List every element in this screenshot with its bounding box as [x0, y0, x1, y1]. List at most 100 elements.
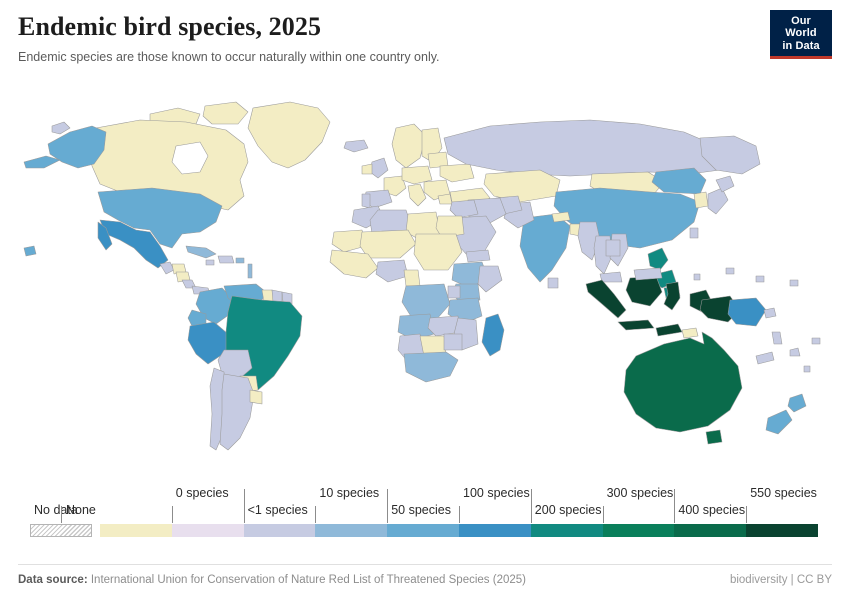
country-alaska[interactable] [47, 125, 107, 169]
country-uruguay[interactable] [249, 389, 263, 405]
footer-license[interactable]: biodiversity | CC BY [729, 574, 832, 586]
country-greece[interactable] [437, 193, 453, 205]
country-kazakhstan[interactable] [483, 169, 561, 203]
country-west-africa-coast[interactable] [329, 249, 379, 279]
country-china[interactable] [553, 187, 701, 249]
legend-tick-6 [530, 489, 532, 523]
country-micronesia-1[interactable] [725, 267, 735, 275]
country-yemen[interactable] [465, 249, 491, 263]
legend-no-data-tick [61, 506, 62, 523]
country-russia-east[interactable] [699, 135, 761, 175]
country-palau[interactable] [693, 273, 701, 281]
legend-swatch-7[interactable] [602, 524, 675, 537]
country-indonesia-sumatra[interactable] [585, 279, 627, 319]
country-japan-north[interactable] [715, 175, 735, 193]
country-indonesia-sunda[interactable] [655, 323, 683, 337]
country-timor[interactable] [681, 327, 699, 339]
country-cambodia-laos[interactable] [605, 239, 621, 257]
country-france[interactable] [383, 175, 407, 197]
world-map-svg[interactable] [0, 88, 850, 478]
country-south-africa[interactable] [403, 351, 459, 383]
country-indonesia-borneo[interactable] [625, 275, 663, 307]
country-italy[interactable] [407, 183, 427, 207]
country-mali-niger[interactable] [359, 229, 417, 259]
legend-no-data-swatch[interactable] [30, 524, 92, 537]
legend-label-3: 10 species [319, 486, 380, 500]
legend-swatch-3[interactable] [315, 524, 388, 537]
country-new-zealand-north[interactable] [787, 393, 807, 413]
country-argentina[interactable] [219, 373, 255, 451]
country-indonesia-sulawesi[interactable] [663, 281, 681, 311]
legend-swatch-9[interactable] [746, 524, 818, 537]
country-uganda[interactable] [447, 285, 461, 299]
country-new-zealand-south[interactable] [765, 409, 793, 435]
country-indonesia-java[interactable] [617, 319, 655, 331]
country-canada-islands-2[interactable] [202, 101, 249, 125]
country-germany-poland[interactable] [401, 165, 433, 185]
country-philippines[interactable] [647, 247, 669, 271]
country-baja[interactable] [97, 221, 113, 251]
country-tonga[interactable] [803, 365, 811, 373]
country-mauritania[interactable] [331, 229, 367, 253]
map-countries [23, 101, 821, 451]
country-russia[interactable] [443, 119, 731, 177]
country-india[interactable] [519, 213, 571, 283]
country-korea[interactable] [693, 191, 709, 209]
country-hispaniola[interactable] [217, 255, 235, 264]
country-suriname[interactable] [271, 289, 283, 303]
country-malaysia[interactable] [599, 271, 623, 283]
country-fiji[interactable] [789, 347, 801, 357]
country-china-ne[interactable] [651, 167, 707, 195]
country-cuba[interactable] [185, 245, 217, 259]
country-ukraine[interactable] [439, 163, 475, 183]
country-madagascar[interactable] [481, 313, 505, 357]
legend-tick-2 [243, 489, 245, 523]
country-alaska-aleutian[interactable] [23, 155, 61, 169]
country-cameroon[interactable] [403, 269, 421, 287]
country-norway-sweden[interactable] [391, 123, 427, 169]
country-japan[interactable] [707, 187, 729, 215]
legend-swatch-5[interactable] [459, 524, 531, 537]
country-alaska-island[interactable] [51, 121, 71, 135]
country-papua-new-guinea[interactable] [727, 297, 767, 327]
country-malaysia-borneo[interactable] [633, 267, 663, 281]
country-peru[interactable] [187, 321, 229, 365]
country-iraq-syria[interactable] [449, 199, 479, 219]
country-uk[interactable] [369, 157, 389, 179]
data-source-label: Data source: [18, 574, 88, 586]
country-ireland[interactable] [361, 163, 373, 175]
country-somalia[interactable] [477, 265, 503, 293]
country-greenland[interactable] [247, 101, 331, 169]
country-zimbabwe[interactable] [443, 333, 463, 351]
country-micronesia-3[interactable] [789, 279, 799, 287]
legend-swatch-8[interactable] [674, 524, 747, 537]
country-tasmania[interactable] [705, 429, 723, 445]
country-sri-lanka[interactable] [547, 277, 559, 289]
country-portugal[interactable] [361, 193, 371, 209]
country-samoa[interactable] [811, 337, 821, 345]
data-source: Data source: International Union for Con… [18, 574, 526, 586]
country-australia[interactable] [623, 331, 743, 433]
country-lesser-antilles[interactable] [247, 263, 253, 279]
legend-tick-7 [602, 506, 604, 523]
legend-swatch-4[interactable] [387, 524, 459, 537]
legend-swatch-0[interactable] [100, 524, 172, 537]
country-micronesia-2[interactable] [755, 275, 765, 283]
country-hawaii[interactable] [23, 245, 37, 257]
country-jamaica[interactable] [205, 259, 215, 266]
world-map[interactable] [0, 88, 850, 478]
country-vanuatu[interactable] [771, 331, 783, 345]
legend-swatch-6[interactable] [530, 524, 603, 537]
legend-swatch-1[interactable] [171, 524, 244, 537]
country-new-caledonia[interactable] [755, 351, 775, 365]
country-nigeria[interactable] [375, 259, 409, 283]
country-united-states[interactable] [97, 187, 223, 249]
country-chad-sudan[interactable] [413, 233, 463, 271]
country-puerto-rico[interactable] [235, 257, 245, 264]
country-iceland[interactable] [343, 139, 369, 153]
country-solomon-islands[interactable] [763, 307, 777, 319]
country-nepal[interactable] [551, 211, 571, 223]
country-taiwan[interactable] [689, 227, 699, 239]
legend-swatch-2[interactable] [243, 524, 316, 537]
owid-logo[interactable]: Our World in Data [770, 10, 832, 59]
